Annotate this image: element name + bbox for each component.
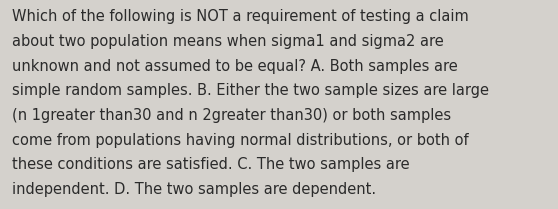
Text: about two population means when sigma1 and sigma2 are: about two population means when sigma1 a… xyxy=(12,34,444,49)
Text: (n 1greater than30 and n 2greater than30) or both samples: (n 1greater than30 and n 2greater than30… xyxy=(12,108,451,123)
Text: these conditions are satisfied. C. The two samples are: these conditions are satisfied. C. The t… xyxy=(12,157,410,172)
Text: come from populations having normal distributions, or both of: come from populations having normal dist… xyxy=(12,133,469,148)
Text: unknown and not assumed to be equal? A. Both samples are: unknown and not assumed to be equal? A. … xyxy=(12,59,458,74)
Text: simple random samples. B. Either the two sample sizes are large: simple random samples. B. Either the two… xyxy=(12,83,489,98)
Text: independent. D. The two samples are dependent.: independent. D. The two samples are depe… xyxy=(12,182,377,197)
Text: Which of the following is NOT a requirement of testing a claim: Which of the following is NOT a requirem… xyxy=(12,9,469,24)
